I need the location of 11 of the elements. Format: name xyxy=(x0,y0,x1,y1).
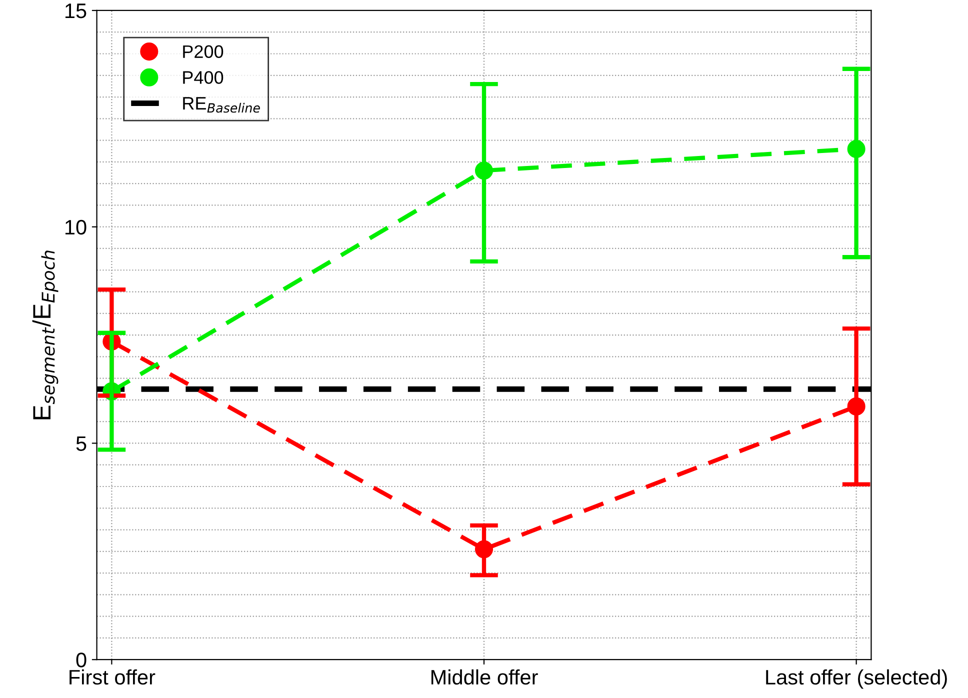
x-tick-label: First offer xyxy=(70,669,156,685)
y-tick-label: 0 xyxy=(76,652,86,668)
y-tick-label: 10 xyxy=(65,220,86,235)
x-tick-label: Last offer (selected) xyxy=(766,669,947,689)
legend-label: RE$_{Baseline}$ xyxy=(183,97,260,113)
y-axis-title: E$_{segment}$/E$_{Epoch}$ xyxy=(32,250,58,420)
y-tick-label: 5 xyxy=(76,436,86,451)
legend-label: P200 xyxy=(183,45,224,58)
legend-label: P400 xyxy=(183,71,224,84)
y-tick-label: 15 xyxy=(65,4,86,18)
x-tick-label: Middle offer xyxy=(431,669,538,685)
